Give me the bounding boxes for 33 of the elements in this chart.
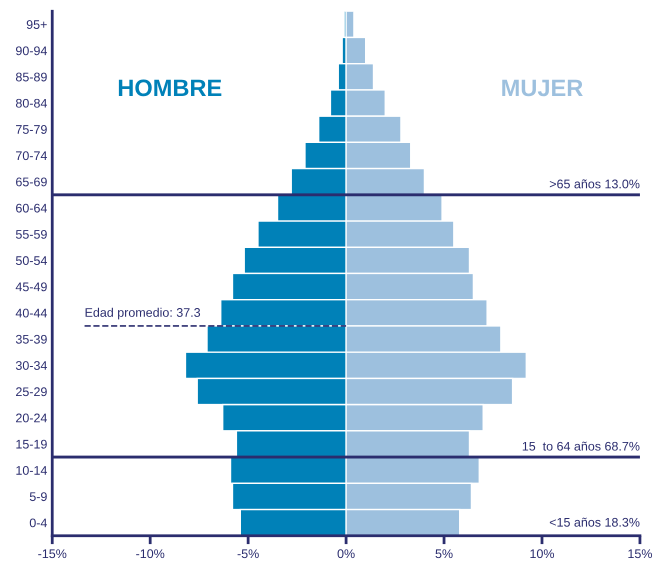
x-tick-label: 0%: [338, 549, 355, 558]
y-tick-label: 80-84: [16, 98, 48, 108]
y-tick-label: 45-49: [16, 282, 47, 292]
ref-line-label: Edad promedio: 37.3: [86, 308, 200, 320]
y-tick-label: 10-14: [16, 466, 48, 475]
ref-line-label: >65 años 13.0%: [550, 179, 640, 188]
annotation: <15 años 18.3%: [550, 518, 640, 527]
y-tick-label: 35-39: [16, 334, 47, 344]
y-tick-label: 65-69: [16, 177, 47, 186]
text: MUJER: [502, 80, 583, 96]
y-tick-label: 75-79: [16, 125, 47, 134]
y-tick-label: 0-4: [30, 518, 48, 528]
y-tick-label: 60-64: [16, 204, 48, 213]
y-tick-label: 5-9: [30, 492, 47, 502]
ref-line-label: 15 to 64 años 68.7%: [522, 442, 640, 451]
y-tick-label: 20-24: [16, 414, 48, 422]
y-tick-label: 70-74: [16, 151, 48, 160]
y-tick-label: 55-59: [16, 230, 47, 239]
y-tick-label: 50-54: [16, 256, 48, 266]
x-tick-label: -10%: [136, 549, 164, 558]
y-tick-label: 95+: [26, 20, 47, 29]
text: HOMBRE: [118, 80, 222, 96]
y-tick-label: 25-29: [16, 387, 47, 396]
y-tick-label: 30-34: [16, 361, 48, 370]
y-tick-label: 40-44: [16, 308, 48, 318]
x-tick-label: -15%: [38, 549, 66, 558]
x-tick-label: 15%: [628, 549, 652, 558]
y-tick-label: 90-94: [16, 46, 48, 56]
y-tick-label: 85-89: [16, 72, 47, 82]
x-tick-label: -5%: [238, 549, 259, 558]
y-tick-label: 15-19: [16, 440, 47, 449]
x-tick-label: 10%: [530, 549, 554, 558]
x-tick-label: 5%: [436, 549, 453, 558]
